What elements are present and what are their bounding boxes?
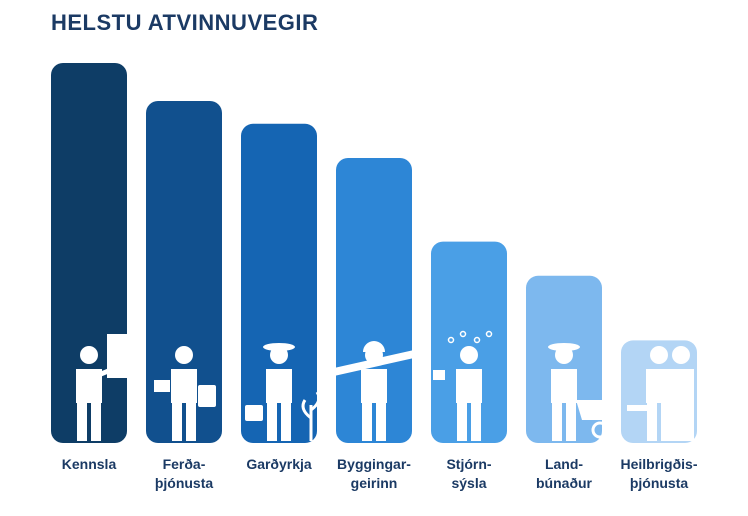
bar-1 [146, 101, 222, 443]
category-label-1-0: Ferða- [163, 456, 206, 472]
category-label-4-0: Stjórn- [446, 456, 491, 472]
category-label-5-0: Land- [545, 456, 583, 472]
category-label-5-1: búnaður [536, 475, 593, 491]
category-label-4-1: sýsla [451, 475, 486, 491]
farmer-icon [548, 343, 610, 441]
traveler-icon [154, 346, 216, 441]
chart-title: HELSTU ATVINNUVEGIR [51, 10, 319, 35]
bar-4 [431, 241, 507, 443]
gardener-icon [245, 343, 321, 441]
category-label-6-1: þjónusta [630, 475, 689, 491]
category-label-2: Garðyrkja [246, 456, 312, 472]
category-label-3-0: Byggingar- [337, 456, 411, 472]
category-label-6-0: Heilbrigðis- [620, 456, 697, 472]
category-label-3-1: geirinn [351, 475, 398, 491]
bar-3 [336, 158, 412, 443]
teacher-icon [76, 334, 147, 441]
administrator-icon [433, 330, 493, 441]
bar-2 [241, 123, 317, 444]
category-label-1-1: þjónusta [155, 475, 214, 491]
doctor-patient-icon [627, 346, 694, 441]
category-label-0: Kennsla [62, 456, 117, 472]
construction-worker-icon [334, 341, 414, 441]
